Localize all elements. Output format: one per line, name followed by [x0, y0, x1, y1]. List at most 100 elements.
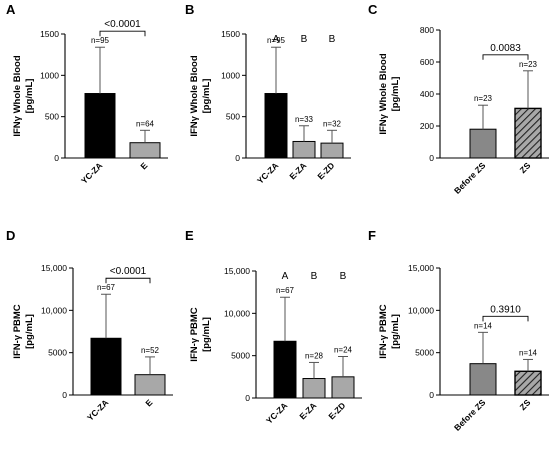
chart-panel-a: A IFNγ Whole Blood [pg/mL] 0 500 1000 1500 n=95…	[6, 2, 168, 186]
chart-panel-f: F IFN-γ PBMC [pg/mL] 0 5000 10,000 15,000 n=14 B…	[368, 228, 549, 433]
panel-letter: A	[6, 2, 16, 17]
n-label: n=33	[295, 115, 314, 124]
x-tick-label: E-ZD	[326, 400, 347, 421]
panel-letter: F	[368, 228, 376, 243]
panel-letter: C	[368, 2, 378, 17]
x-tick-label: YC-ZA	[79, 160, 104, 185]
y-tick-label: 600	[420, 57, 434, 67]
y-tick-label: 400	[420, 89, 434, 99]
y-tick-label: 10,000	[41, 305, 67, 315]
y-tick-label: 10,000	[408, 305, 434, 315]
x-tick-label: E	[143, 397, 154, 408]
y-tick-label: 0	[429, 390, 434, 400]
bar	[90, 337, 122, 396]
group-letter: B	[301, 34, 308, 45]
group-letter: B	[340, 271, 347, 282]
n-label: n=67	[276, 286, 295, 295]
x-tick-label: ZS	[518, 160, 533, 175]
panel-letter: D	[6, 228, 15, 243]
y-axis-label: [pg/mL]	[24, 314, 35, 349]
y-tick-label: 800	[420, 25, 434, 35]
n-label: n=23	[474, 94, 493, 103]
y-tick-label: 1000	[221, 70, 240, 80]
y-tick-label: 500	[45, 112, 59, 122]
x-tick-label: E-ZD	[315, 160, 336, 181]
chart-panel-b: B IFNγ Whole Blood [pg/mL] 0 500 1000 1500 n=95…	[185, 2, 351, 186]
n-label: n=95	[267, 36, 286, 45]
y-axis-label: IFN-γ PBMC	[189, 307, 200, 362]
y-axis-label: IFNγ Whole Blood	[378, 53, 389, 134]
x-tick-label: YC-ZA	[264, 400, 289, 425]
y-tick-label: 15,000	[224, 266, 250, 276]
n-label: n=28	[305, 351, 324, 360]
x-tick-label: YC-ZA	[85, 397, 110, 422]
y-axis-label: [pg/mL]	[24, 79, 35, 114]
bar	[514, 107, 542, 159]
y-tick-label: 15,000	[41, 263, 67, 273]
n-label: n=24	[334, 346, 353, 355]
x-tick-label: Before ZS	[452, 160, 488, 196]
y-tick-label: 1000	[40, 70, 59, 80]
bar	[134, 374, 166, 396]
bar	[264, 93, 288, 159]
n-label: n=52	[141, 346, 160, 355]
n-label: n=67	[97, 283, 116, 292]
y-axis-label: IFNγ Whole Blood	[189, 55, 200, 136]
y-tick-label: 0	[429, 153, 434, 163]
x-tick-label: YC-ZA	[255, 160, 280, 185]
y-tick-label: 0	[62, 390, 67, 400]
bar	[469, 128, 497, 159]
y-tick-label: 1500	[40, 29, 59, 39]
bar	[320, 142, 344, 159]
n-label: n=32	[323, 119, 342, 128]
chart-panel-d: D IFN-γ PBMC [pg/mL] 0 5000 10,000 15,000 n=67 Y…	[6, 228, 173, 423]
y-axis-label: [pg/mL]	[390, 314, 401, 349]
n-label: n=14	[519, 348, 538, 357]
y-tick-label: 0	[245, 393, 250, 403]
p-value-label: 0.0083	[490, 43, 521, 54]
bar	[129, 142, 161, 159]
p-value-label: <0.0001	[110, 266, 147, 277]
y-axis-label: [pg/mL]	[201, 317, 212, 352]
n-label: n=23	[519, 60, 538, 69]
group-letter: A	[282, 271, 289, 282]
significance-bracket	[99, 30, 146, 37]
group-letter: B	[329, 34, 336, 45]
y-tick-label: 0	[235, 153, 240, 163]
n-label: n=95	[91, 36, 110, 45]
y-axis-label: IFN-γ PBMC	[12, 304, 23, 359]
significance-bracket	[482, 315, 529, 322]
bar	[469, 363, 497, 396]
significance-bracket	[482, 54, 529, 60]
p-value-label: <0.0001	[104, 19, 141, 30]
y-tick-label: 5000	[415, 348, 434, 358]
panel-letter: E	[185, 228, 194, 243]
y-tick-label: 15,000	[408, 263, 434, 273]
panel-letter: B	[185, 2, 194, 17]
y-axis-label: IFNγ Whole Blood	[12, 55, 23, 136]
chart-panel-c: C IFNγ Whole Blood [pg/mL] 0 200 400 600 800 n=2…	[368, 2, 549, 196]
y-tick-label: 0	[54, 153, 59, 163]
bar	[302, 378, 326, 399]
y-axis-label: [pg/mL]	[201, 79, 212, 114]
bar	[292, 140, 316, 159]
x-tick-label: E-ZA	[297, 400, 318, 421]
y-tick-label: 500	[226, 112, 240, 122]
bar	[514, 370, 542, 396]
group-letter: A	[273, 34, 280, 45]
bar	[331, 376, 355, 399]
significance-bracket	[105, 277, 151, 284]
x-tick-label: E-ZA	[287, 160, 308, 181]
y-tick-label: 5000	[231, 351, 250, 361]
y-axis-label: IFN-γ PBMC	[378, 304, 389, 359]
n-label: n=14	[474, 321, 493, 330]
p-value-label: 0.3910	[490, 304, 521, 315]
bar	[84, 93, 116, 159]
x-tick-label: E	[138, 160, 149, 171]
chart-panel-e: E IFN-γ PBMC [pg/mL] 0 5000 10,000 15,000 n=67 Y…	[185, 228, 362, 426]
y-axis-label: [pg/mL]	[390, 77, 401, 112]
y-tick-label: 10,000	[224, 308, 250, 318]
x-tick-label: ZS	[518, 397, 533, 412]
x-tick-label: Before ZS	[452, 397, 488, 433]
